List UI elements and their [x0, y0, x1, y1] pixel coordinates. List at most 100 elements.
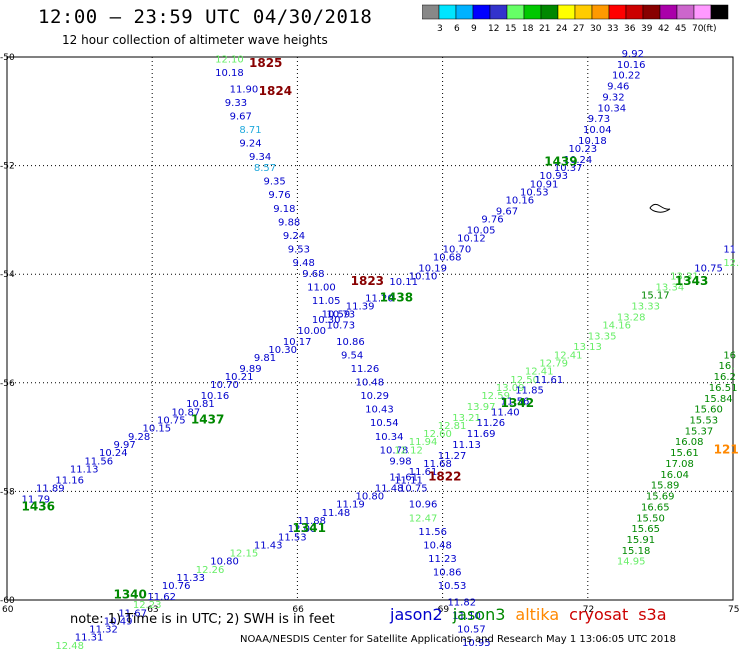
scale-label: 3 — [437, 24, 443, 34]
wave-height-label: 10.15 — [143, 424, 172, 435]
pass-time-label: 1822 — [428, 470, 461, 484]
wave-height-label: 9.34 — [249, 152, 271, 163]
wave-height-label: 9.98 — [389, 456, 411, 467]
wave-height-label: 15.50 — [636, 513, 665, 524]
wave-height-label: 11.20 — [365, 293, 394, 304]
wave-height-label: 11.13 — [452, 440, 481, 451]
wave-height-label: 16.51 — [709, 383, 738, 394]
pass-time-label: 1439 — [544, 155, 577, 169]
wave-height-label: 11.61 — [389, 473, 418, 484]
wave-height-label: 10.37 — [554, 163, 583, 174]
lon-tick-label: 60 — [2, 605, 14, 615]
wave-height-label: 9.67 — [230, 111, 252, 122]
wave-height-label: 10.04 — [583, 125, 612, 136]
wave-height-label: 13.35 — [588, 331, 617, 342]
wave-height-label: 10.19 — [418, 263, 447, 274]
wave-height-label: 12.79 — [539, 359, 568, 370]
wave-height-label: 11.56 — [418, 527, 447, 538]
wave-height-label: 10.75 — [399, 483, 428, 494]
wave-height-label: 11.33 — [176, 573, 205, 584]
wave-height-label: 14.95 — [617, 557, 646, 568]
wave-height-label: 15.91 — [627, 535, 656, 546]
wave-height-label: 12.00 — [288, 524, 317, 535]
scale-label: 12 — [488, 24, 499, 34]
wave-height-label: 15.18 — [622, 546, 651, 557]
wave-height-label: 11.68 — [423, 459, 452, 470]
wave-height-label: 10.12 — [457, 234, 486, 245]
wave-height-label: 10.34 — [375, 432, 404, 443]
pass-time-label: 1343 — [675, 274, 708, 288]
lon-tick-label: 63 — [147, 605, 158, 615]
wave-height-label: 9.28 — [128, 432, 150, 443]
wave-height-label: 10.54 — [370, 418, 399, 429]
wave-height-label: 13.34 — [656, 282, 685, 293]
wave-height-label: 17.08 — [665, 459, 694, 470]
island-outline — [649, 203, 671, 213]
wave-height-label: 15.17 — [641, 291, 670, 302]
wave-height-label: 11.61 — [409, 467, 438, 478]
wave-height-label: 10.75 — [694, 263, 723, 274]
wave-height-label: 11.00 — [307, 282, 336, 293]
wave-height-label: 16 — [723, 350, 736, 361]
lon-tick-label: 75 — [728, 605, 739, 615]
wave-height-label: 12.15 — [230, 549, 259, 560]
wave-height-label: 10.16 — [506, 196, 535, 207]
wave-height-label: 16.2 — [714, 372, 736, 383]
wave-height-label: 13.09 — [496, 383, 525, 394]
map-subtitle: 12 hour collection of altimeter wave hei… — [62, 33, 328, 47]
wave-height-label: 10.68 — [433, 253, 462, 264]
wave-height-label: 10.86 — [433, 568, 462, 579]
wave-height-label: 8.71 — [239, 125, 261, 136]
wave-height-label: 10.80 — [210, 557, 239, 568]
wave-height-label: 11.48 — [322, 508, 351, 519]
wave-height-label: 11.43 — [254, 540, 283, 551]
wave-height-label: 12.59 — [481, 391, 510, 402]
wave-height-label: 9.81 — [254, 353, 276, 364]
scale-label: 30 — [590, 24, 602, 34]
wave-height-label: 10.70 — [443, 244, 472, 255]
wave-height-label: 9.24 — [283, 231, 305, 242]
wave-height-label: 9.76 — [481, 215, 503, 226]
wave-height-label: 10.95 — [462, 638, 491, 649]
wave-height-label: 12.06 — [723, 258, 740, 269]
wave-height-label: 10.21 — [225, 372, 254, 383]
wave-height-label: 15.65 — [631, 524, 660, 535]
wave-height-label: 11.69 — [467, 429, 496, 440]
wave-height-label: 10.30 — [312, 315, 341, 326]
wave-height-label: 9.97 — [113, 440, 135, 451]
lat-tick-label: -52 — [0, 162, 15, 172]
wave-height-label: 11.61 — [535, 375, 564, 386]
wave-height-label: 10.86 — [336, 337, 365, 348]
wave-height-label: 9.33 — [225, 98, 247, 109]
wave-height-label: 9.46 — [607, 82, 629, 93]
lat-tick-label: -58 — [0, 487, 15, 497]
wave-height-label: 11.82 — [447, 597, 476, 608]
wave-height-label: 13.33 — [631, 301, 660, 312]
pass-time-label: 121 — [714, 442, 739, 456]
wave-height-label: 16. — [718, 361, 734, 372]
wave-height-label: 11 — [723, 244, 736, 255]
scale-label: 6 — [454, 24, 460, 34]
wave-height-label: 11.26 — [476, 418, 505, 429]
wave-height-label: 11.56 — [501, 397, 530, 408]
lat-tick-label: -60 — [0, 596, 15, 606]
legend-entry: s3a — [638, 605, 667, 624]
wave-height-label: 10.48 — [423, 540, 452, 551]
footer-note: note: 1) Time is in UTC; 2) SWH is in fe… — [70, 612, 335, 627]
wave-height-label: 8.57 — [254, 163, 276, 174]
wave-height-label: 15.69 — [646, 492, 675, 503]
wave-height-label: 10.18 — [578, 136, 607, 147]
pass-time-label: 1438 — [380, 290, 413, 304]
wave-height-label: 11.10 — [452, 611, 481, 622]
scale-label: 70 — [692, 24, 704, 34]
scale-label: 18 — [522, 24, 534, 34]
scale-label: 27 — [573, 24, 584, 34]
wave-height-label: 10.23 — [568, 144, 597, 155]
wave-height-label: 11.85 — [515, 386, 544, 397]
wave-height-label: 12.50 — [510, 375, 539, 386]
scale-label: 36 — [624, 24, 636, 34]
wave-height-label: 11.23 — [428, 554, 457, 565]
wave-height-label: 10.48 — [355, 378, 384, 389]
wave-height-label: 10.70 — [210, 380, 239, 391]
